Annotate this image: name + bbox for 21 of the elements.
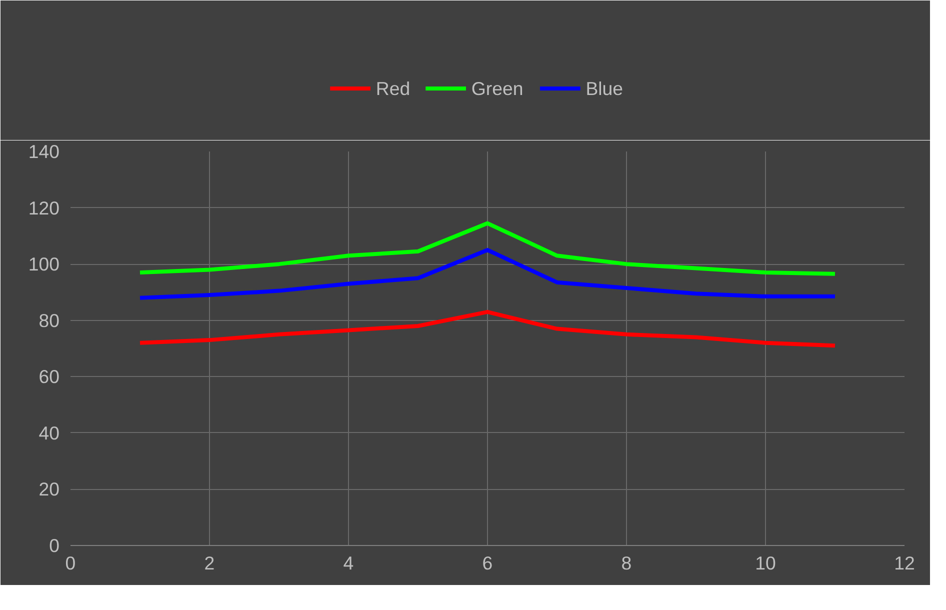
x-tick-label: 4 (343, 552, 354, 574)
x-tick-label: 10 (755, 552, 776, 574)
legend-label: Green (471, 78, 524, 99)
x-tick-label: 2 (204, 552, 215, 574)
line-series (138, 248, 837, 300)
y-tick-label: 60 (38, 366, 60, 388)
y-tick-label: 80 (38, 310, 60, 331)
y-tick-label: 120 (28, 197, 60, 218)
line-series (138, 221, 837, 276)
y-tick-label: 40 (38, 422, 60, 444)
x-tick-label: 8 (621, 552, 632, 574)
y-tick-label: 140 (28, 141, 60, 162)
legend-label: Blue (586, 78, 624, 99)
y-tick-label: 20 (38, 478, 60, 500)
x-tick-label: 0 (65, 552, 76, 574)
legend-label: Red (376, 78, 410, 99)
x-tick-label: 12 (894, 552, 915, 574)
line-series (138, 310, 837, 348)
x-tick-label: 6 (482, 552, 493, 574)
y-tick-label: 0 (49, 535, 60, 556)
y-tick-label: 100 (28, 254, 60, 275)
